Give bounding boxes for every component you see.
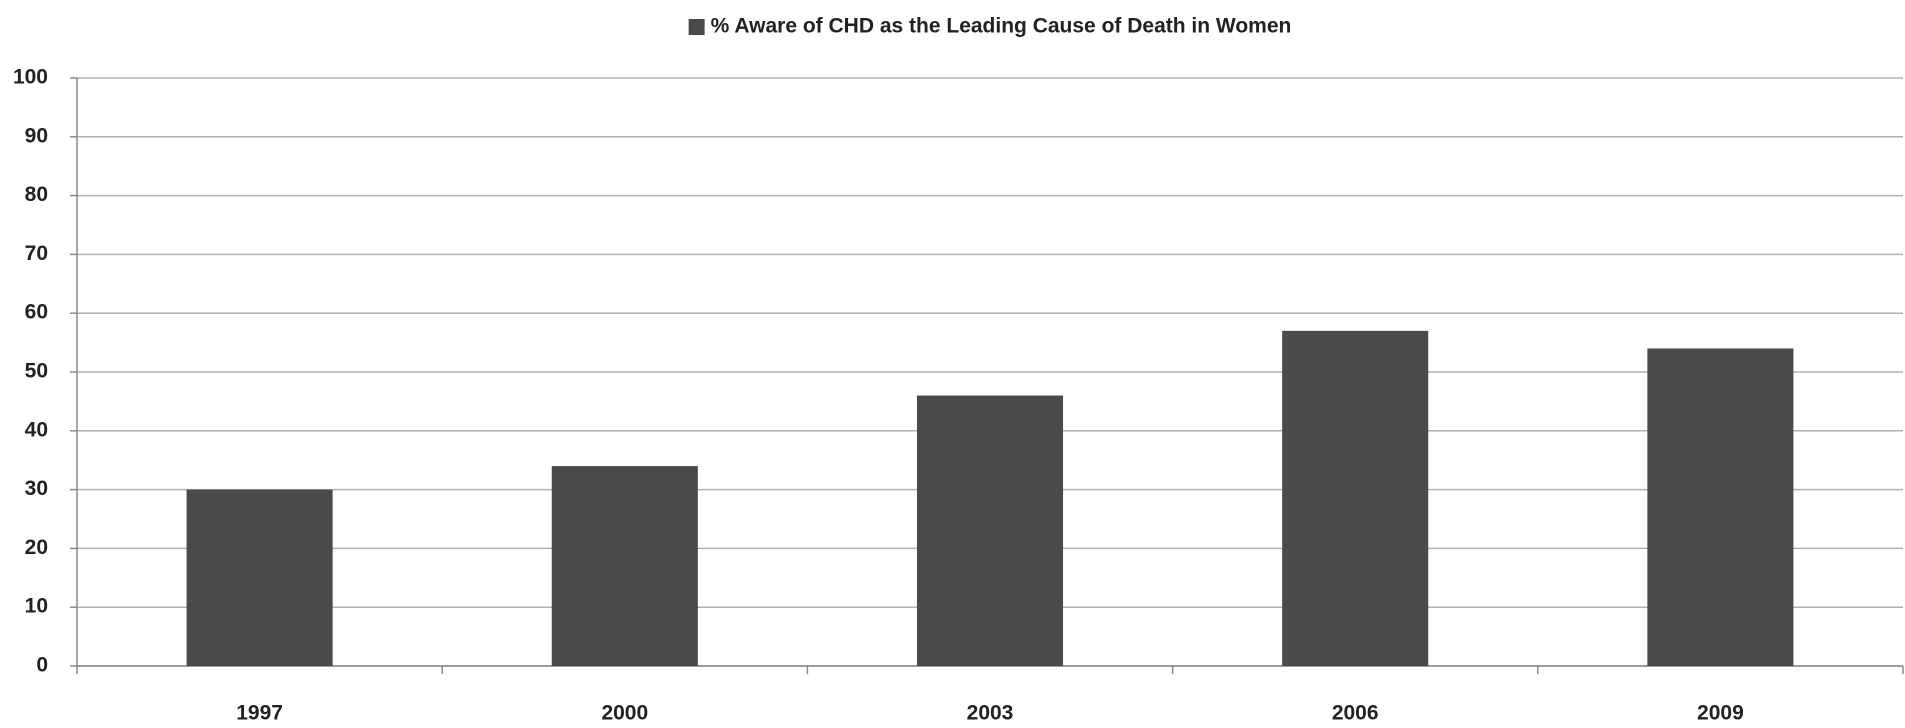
y-tick-label: 90 <box>25 124 48 147</box>
y-tick-label: 10 <box>25 595 48 618</box>
bar <box>551 466 698 666</box>
x-tick-label: 1997 <box>236 702 283 725</box>
bar <box>916 395 1064 666</box>
y-tick-label: 70 <box>25 242 48 265</box>
x-tick-label: 2003 <box>967 702 1014 725</box>
y-tick-label: 80 <box>25 183 48 206</box>
bar <box>1282 330 1429 666</box>
y-tick-label: 60 <box>25 301 48 324</box>
bar <box>1647 348 1794 666</box>
y-tick-label: 30 <box>25 477 48 500</box>
x-tick-label: 2000 <box>601 702 648 725</box>
x-tick-label: 2006 <box>1332 702 1379 725</box>
y-tick-label: 20 <box>25 536 48 559</box>
y-tick-label: 100 <box>13 66 48 89</box>
legend-label: % Aware of CHD as the Leading Cause of D… <box>711 15 1292 38</box>
x-tick-label: 2009 <box>1697 702 1744 725</box>
y-tick-label: 40 <box>25 418 48 441</box>
bar <box>186 489 333 666</box>
y-tick-label: 0 <box>36 654 48 677</box>
legend-swatch <box>688 19 705 35</box>
y-tick-label: 50 <box>25 360 48 383</box>
